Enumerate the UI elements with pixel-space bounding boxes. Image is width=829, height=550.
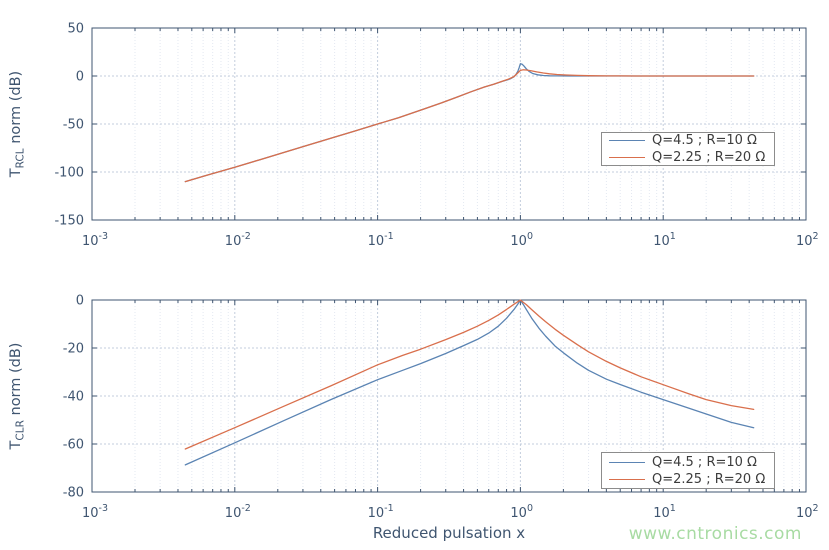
legend-label: Q=4.5 ; R=10 Ω (652, 133, 757, 148)
y-tick-label: -20 (63, 342, 84, 357)
legend-label: Q=4.5 ; R=10 Ω (652, 454, 757, 470)
x-tick-label: 10-1 (368, 503, 394, 521)
y-tick-label: 0 (76, 70, 84, 85)
legend-label: Q=2.25 ; R=20 Ω (652, 150, 766, 165)
x-tick-label: 101 (653, 231, 676, 249)
x-tick-label: 102 (796, 503, 819, 521)
legend-entry: Q=2.25 ; R=20 Ω (609, 149, 774, 166)
line-swatch-blue (609, 461, 645, 463)
legend-entry: Q=4.5 ; R=10 Ω (609, 132, 774, 149)
x-tick-label: 102 (796, 231, 819, 249)
y-tick-label: -50 (63, 118, 84, 133)
legend-entry: Q=4.5 ; R=10 Ω (609, 454, 774, 471)
x-tick-label: 10-1 (368, 231, 394, 249)
y-axis-title: TRCL norm (dB) (8, 71, 27, 178)
y-tick-label: -100 (54, 166, 84, 181)
x-tick-label: 100 (510, 503, 533, 521)
y-tick-label: -150 (54, 214, 84, 229)
line-swatch-orange (609, 478, 645, 480)
x-tick-label: 10-3 (82, 231, 108, 249)
x-axis-title: Reduced pulsation x (372, 524, 526, 542)
series-line (184, 69, 755, 183)
x-tick-label: 100 (510, 231, 533, 249)
legend-label: Q=2.25 ; R=20 Ω (652, 471, 766, 487)
line-swatch-blue (609, 140, 645, 141)
x-tick-label: 10-3 (82, 503, 108, 521)
watermark: www.cntronics.com (628, 524, 802, 544)
legend-entry: Q=2.25 ; R=20 Ω (609, 471, 774, 488)
y-tick-label: 50 (67, 22, 84, 37)
x-tick-label: 10-2 (225, 231, 251, 249)
y-tick-label: -80 (63, 486, 84, 501)
y-axis-title: TCLR norm (dB) (8, 343, 27, 451)
x-tick-label: 101 (653, 503, 676, 521)
legend-bottom[interactable]: Q=4.5 ; R=10 Ω Q=2.25 ; R=20 Ω (601, 452, 775, 489)
y-tick-label: -60 (63, 438, 84, 453)
top-axes: 10-3 10-2 10-1 100 101 102 50 0 -50 -100 -150 TRCL … (8, 22, 819, 250)
legend-top[interactable]: Q=4.5 ; R=10 Ω Q=2.25 ; R=20 Ω (601, 132, 775, 166)
x-tick-label: 10-2 (225, 503, 251, 521)
y-tick-label: -40 (63, 390, 84, 405)
y-tick-label: 0 (76, 294, 84, 309)
series-line (184, 299, 755, 450)
series-line (184, 299, 755, 466)
line-swatch-orange (609, 157, 645, 158)
